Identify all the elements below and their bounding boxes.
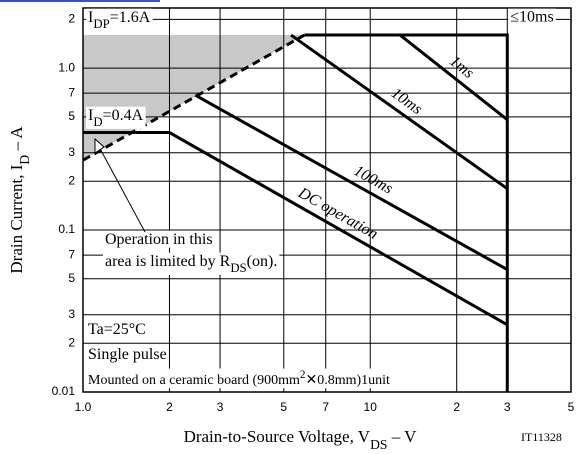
y-tick-label: 2 bbox=[68, 12, 75, 26]
label-background bbox=[86, 106, 146, 129]
text-part: =1.6A bbox=[110, 9, 151, 26]
label-background bbox=[103, 230, 215, 248]
series-label: ≤10ms bbox=[510, 9, 553, 26]
text-part: Ta=25°C bbox=[88, 321, 146, 338]
text-part: Operation in this bbox=[105, 231, 213, 248]
text-part: – A bbox=[7, 126, 26, 155]
series-line bbox=[304, 33, 509, 392]
x-tick-label: 2 bbox=[453, 400, 460, 414]
y-axis-title: Drain Current, ID – A bbox=[7, 126, 32, 274]
y-tick-label: 5 bbox=[68, 109, 75, 123]
y-tick-label: 3 bbox=[68, 145, 75, 159]
text-part: IT11328 bbox=[521, 430, 562, 444]
plot-frame bbox=[82, 7, 572, 393]
text-part: DS bbox=[230, 261, 246, 275]
arrow-head bbox=[94, 137, 105, 154]
text-part: =0.4A bbox=[103, 107, 144, 124]
x-tick-label: 1.0 bbox=[75, 400, 92, 414]
label-background bbox=[86, 320, 148, 338]
annotation: Single pulse bbox=[88, 346, 167, 363]
text-part: DS bbox=[370, 437, 387, 452]
y-tick-label: 2 bbox=[68, 173, 75, 187]
y-tick-label: 0.1 bbox=[58, 222, 75, 236]
text-part: Single pulse bbox=[88, 346, 167, 363]
label-background bbox=[508, 8, 556, 26]
annotation: Operation in this bbox=[105, 231, 213, 248]
y-tick-label: 1.0 bbox=[58, 60, 75, 74]
annotation: ID=0.4A bbox=[88, 107, 144, 129]
text-part: Mounted on a ceramic board (900mm bbox=[88, 373, 300, 388]
annotation: Mounted on a ceramic board (900mm2✕0.8mm… bbox=[88, 369, 390, 389]
y-tick-label: 3 bbox=[68, 307, 75, 321]
text-part: Drain-to-Source Voltage, V bbox=[184, 427, 371, 446]
text-part: D bbox=[93, 115, 102, 129]
y-tick-label: 7 bbox=[68, 85, 75, 99]
series-line bbox=[82, 33, 306, 162]
series-line bbox=[194, 93, 509, 271]
x-tick-label: 7 bbox=[322, 400, 329, 414]
text-part: (on). bbox=[247, 253, 278, 270]
text-part: ✕0.8mm)1unit bbox=[305, 373, 390, 388]
label-background bbox=[103, 252, 280, 275]
label-background bbox=[86, 8, 153, 31]
x-axis-title: Drain-to-Source Voltage, VDS – V bbox=[184, 427, 418, 452]
x-tick-label: 3 bbox=[504, 400, 511, 414]
text-part: I bbox=[88, 107, 93, 124]
text-part: I bbox=[88, 9, 93, 26]
annotation: area is limited by RDS(on). bbox=[105, 253, 277, 275]
arrow-shaft bbox=[96, 142, 146, 233]
series-line bbox=[83, 131, 509, 327]
text-part: Drain Current, I bbox=[7, 164, 26, 273]
x-tick-label: 2 bbox=[166, 400, 173, 414]
series-line bbox=[290, 33, 509, 190]
limited-area bbox=[83, 35, 305, 161]
text-part: area is limited by R bbox=[105, 253, 231, 270]
text-part: 2 bbox=[300, 369, 306, 381]
annotation: Ta=25°C bbox=[88, 321, 146, 338]
y-tick-label: 0.01 bbox=[52, 384, 76, 398]
y-tick-label: 7 bbox=[68, 247, 75, 261]
x-tick-label: 5 bbox=[280, 400, 287, 414]
x-tick-label: 3 bbox=[217, 400, 224, 414]
label-background bbox=[86, 368, 393, 389]
text-part: DP bbox=[93, 17, 109, 31]
text-part: D bbox=[17, 155, 32, 165]
y-tick-label: 5 bbox=[68, 271, 75, 285]
y-tick-label: 2 bbox=[68, 335, 75, 349]
annotation: IDP=1.6A bbox=[88, 9, 151, 31]
annotation: IT11328 bbox=[521, 430, 562, 444]
x-tick-label: 10 bbox=[364, 400, 378, 414]
x-tick-label: 5 bbox=[568, 400, 575, 414]
text-part: – V bbox=[387, 427, 417, 446]
series-line bbox=[399, 33, 509, 121]
